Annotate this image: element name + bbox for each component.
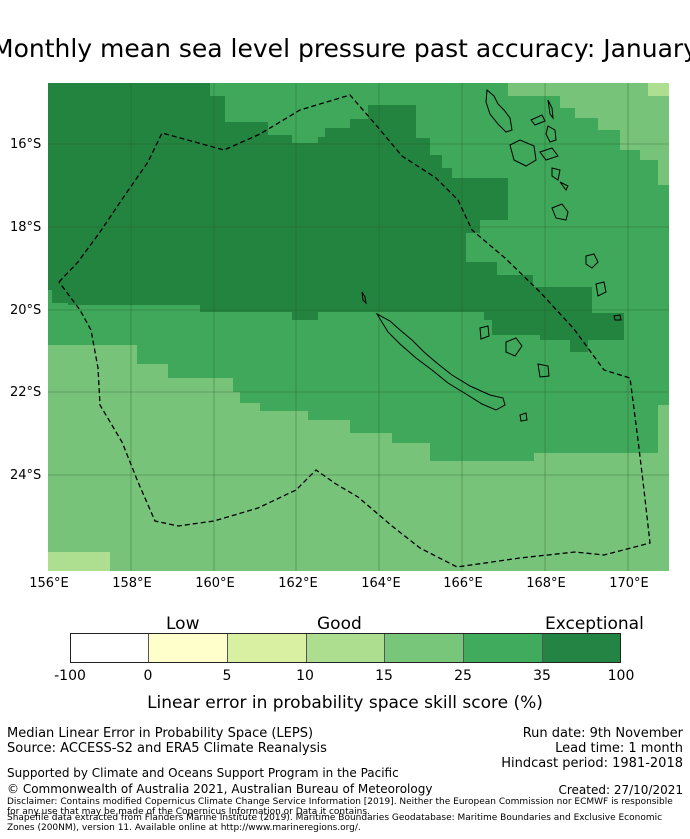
lat-label: 18°S: [10, 220, 42, 235]
loyalty-islands-outline: [479, 325, 550, 378]
run-date: Run date: 9th November: [522, 726, 683, 741]
legend-label-good: Good: [317, 614, 362, 634]
hindcast-period: Hindcast period: 1981-2018: [501, 756, 683, 771]
mid-skill-region-ne: [508, 83, 669, 185]
vanuatu-outline: [485, 88, 622, 321]
lon-label: 168°E: [526, 576, 566, 591]
belep-outline: [361, 291, 367, 305]
isle-of-pines-outline: [519, 412, 528, 422]
source-text: Source: ACCESS-S2 and ERA5 Climate Reana…: [7, 741, 327, 756]
lon-label: 160°E: [195, 576, 235, 591]
low-skill-region: [48, 552, 110, 571]
new-caledonia-outline: [375, 312, 506, 411]
legend-label-exceptional: Exceptional: [545, 614, 644, 634]
colorbar: [70, 633, 621, 663]
colorbar-tick: 100: [607, 668, 635, 684]
colorbar-segment: [307, 634, 385, 662]
metric-text: Median Linear Error in Probability Space…: [7, 726, 314, 741]
coastlines: [361, 88, 622, 422]
copyright-text: © Commonwealth of Australia 2021, Austra…: [7, 782, 433, 796]
lon-label: 166°E: [443, 576, 483, 591]
skill-map: [48, 83, 669, 571]
graticule: [48, 83, 669, 571]
lon-label: 156°E: [29, 576, 69, 591]
colorbar-label: Linear error in probability space skill …: [147, 693, 543, 713]
colorbar-segment: [464, 634, 543, 662]
created-date: Created: 27/10/2021: [558, 783, 683, 797]
colorbar-tick: 5: [222, 668, 232, 684]
colorbar-segment: [543, 634, 620, 662]
page-title: Monthly mean sea level pressure past acc…: [0, 34, 690, 63]
lon-label: 164°E: [361, 576, 401, 591]
colorbar-segment: [385, 634, 464, 662]
colorbar-tick: 15: [375, 668, 393, 684]
colorbar-segment: [228, 634, 307, 662]
disclaimer-text: Disclaimer: Contains modified Copernicus…: [7, 797, 673, 817]
lat-label: 24°S: [10, 468, 42, 483]
colorbar-tick: 10: [296, 668, 314, 684]
colorbar-segment: [71, 634, 149, 662]
lon-label: 170°E: [609, 576, 649, 591]
colorbar-tick: 25: [454, 668, 472, 684]
support-text: Supported by Climate and Oceans Support …: [7, 766, 399, 780]
eez-boundary: [58, 94, 651, 568]
colorbar-tick: 35: [533, 668, 551, 684]
legend-label-low: Low: [166, 614, 200, 634]
lon-label: 158°E: [112, 576, 152, 591]
lead-time: Lead time: 1 month: [555, 741, 683, 756]
colorbar-tick: 0: [143, 668, 153, 684]
lat-label: 16°S: [10, 137, 42, 152]
colorbar-tick: -100: [54, 668, 86, 684]
exceptional-skill-region: [48, 83, 624, 352]
low-skill-patch: [648, 83, 669, 96]
lat-label: 22°S: [10, 385, 42, 400]
lat-label: 20°S: [10, 303, 42, 318]
colorbar-segment: [149, 634, 228, 662]
lon-label: 162°E: [278, 576, 318, 591]
shapefile-credit: Shapefile data extracted from Flanders M…: [7, 813, 663, 833]
